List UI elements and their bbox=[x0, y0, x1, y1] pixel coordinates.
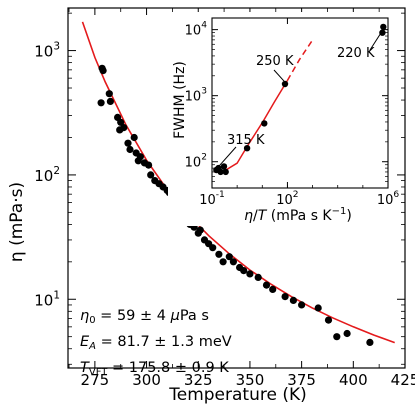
data-point bbox=[124, 139, 132, 147]
data-point bbox=[240, 267, 248, 275]
inset-plot-frame bbox=[211, 17, 389, 189]
x-axis-title: Temperature (K) bbox=[168, 385, 307, 405]
x-tick-label: 300 bbox=[132, 371, 161, 389]
x-tick-label: 350 bbox=[236, 371, 265, 389]
inset-x-tick-label: 106 bbox=[377, 190, 400, 208]
data-point bbox=[269, 285, 277, 293]
data-point bbox=[209, 244, 217, 252]
inset-y-axis-title: FWHM (Hz) bbox=[172, 61, 188, 139]
data-point bbox=[99, 67, 107, 75]
data-point bbox=[366, 338, 374, 346]
x-tick-label: 400 bbox=[339, 371, 368, 389]
x-tick-label: 275 bbox=[81, 371, 110, 389]
y-axis-title: η (mPa·s) bbox=[7, 182, 27, 262]
x-tick-label: 375 bbox=[287, 371, 316, 389]
inset-x-axis-title: η/T (mPa s K−1) bbox=[244, 206, 352, 224]
inset-data-point bbox=[380, 23, 387, 31]
data-point bbox=[219, 258, 227, 266]
data-point bbox=[105, 90, 113, 98]
data-point bbox=[145, 161, 153, 169]
data-point bbox=[314, 304, 322, 312]
data-point bbox=[215, 250, 223, 258]
data-point bbox=[281, 293, 289, 301]
data-point bbox=[298, 301, 306, 309]
inset-data-point bbox=[222, 168, 229, 176]
main-plot-frame bbox=[67, 7, 406, 369]
data-point bbox=[343, 329, 351, 338]
data-point bbox=[120, 124, 128, 132]
annotation-ea: EA = 81.7 ± 1.3 meV bbox=[80, 334, 232, 352]
inset-x-tick-label: 102 bbox=[276, 190, 298, 208]
inset-data-point bbox=[220, 163, 228, 170]
data-point bbox=[117, 118, 125, 126]
inset-annotation-2: 220 K bbox=[337, 46, 375, 61]
data-point bbox=[126, 145, 134, 154]
inset-annotation-0: 315 K bbox=[227, 133, 265, 148]
inset-annotation-1: 250 K bbox=[256, 54, 294, 69]
inset-y-tick-label: 103 bbox=[185, 87, 208, 105]
data-point bbox=[262, 281, 271, 289]
data-point bbox=[147, 171, 155, 179]
y-tick-label: 102 bbox=[34, 165, 60, 185]
inset-data-point bbox=[281, 80, 289, 88]
fit-parameter-annotations: η0 = 59 ± 4 μPa s EA = 81.7 ± 1.3 meV TV… bbox=[80, 308, 232, 378]
annotation-eta0: η0 = 59 ± 4 μPa s bbox=[80, 308, 209, 326]
main-chart: 275 300 325 350 375 400 425 101 102 103 Temperatu… bbox=[7, 7, 415, 405]
data-point bbox=[254, 273, 262, 281]
main-axes: 275 300 325 350 375 400 425 101 102 103 bbox=[34, 7, 415, 389]
inset-annotation-arrow bbox=[369, 31, 383, 51]
inset-data-point bbox=[217, 168, 224, 176]
data-point bbox=[97, 99, 105, 107]
data-point bbox=[106, 97, 114, 105]
inset-axes: 10-1 102 106 102 103 104 bbox=[185, 17, 400, 208]
inset-x-tick-label: 10-1 bbox=[199, 190, 225, 208]
data-point bbox=[136, 153, 144, 161]
data-point bbox=[196, 226, 204, 234]
data-point bbox=[246, 270, 254, 278]
inset-annotation-arrow bbox=[217, 146, 237, 168]
data-point bbox=[324, 316, 333, 324]
annotation-tvft: TVFT = 175.8 ± 0.9 K bbox=[80, 360, 229, 378]
x-tick-label: 325 bbox=[184, 371, 213, 389]
inset-annotations: 315 K 250 K 220 K bbox=[217, 31, 383, 168]
data-point bbox=[130, 133, 138, 142]
inset-chart: 10-1 102 106 102 103 104 η/T (mPa s K−1) FWHM… bbox=[168, 12, 399, 226]
inset-fit-curve-extrapolated bbox=[286, 39, 314, 81]
data-point bbox=[225, 253, 233, 261]
data-point bbox=[333, 333, 341, 341]
inset-y-tick-label: 104 bbox=[185, 21, 208, 39]
inset-data-point bbox=[379, 29, 386, 36]
data-point bbox=[289, 296, 297, 304]
inset-annotation-arrow bbox=[273, 69, 285, 82]
inset-background bbox=[168, 12, 394, 226]
y-tick-label: 103 bbox=[34, 41, 60, 61]
x-tick-label: 425 bbox=[391, 371, 415, 389]
inset-data-point bbox=[243, 145, 251, 152]
inset-scatter-points bbox=[213, 23, 387, 176]
y-tick-label: 101 bbox=[34, 289, 60, 309]
data-point bbox=[229, 258, 237, 266]
inset-y-tick-label: 102 bbox=[185, 153, 207, 171]
inset-data-point bbox=[261, 120, 268, 127]
